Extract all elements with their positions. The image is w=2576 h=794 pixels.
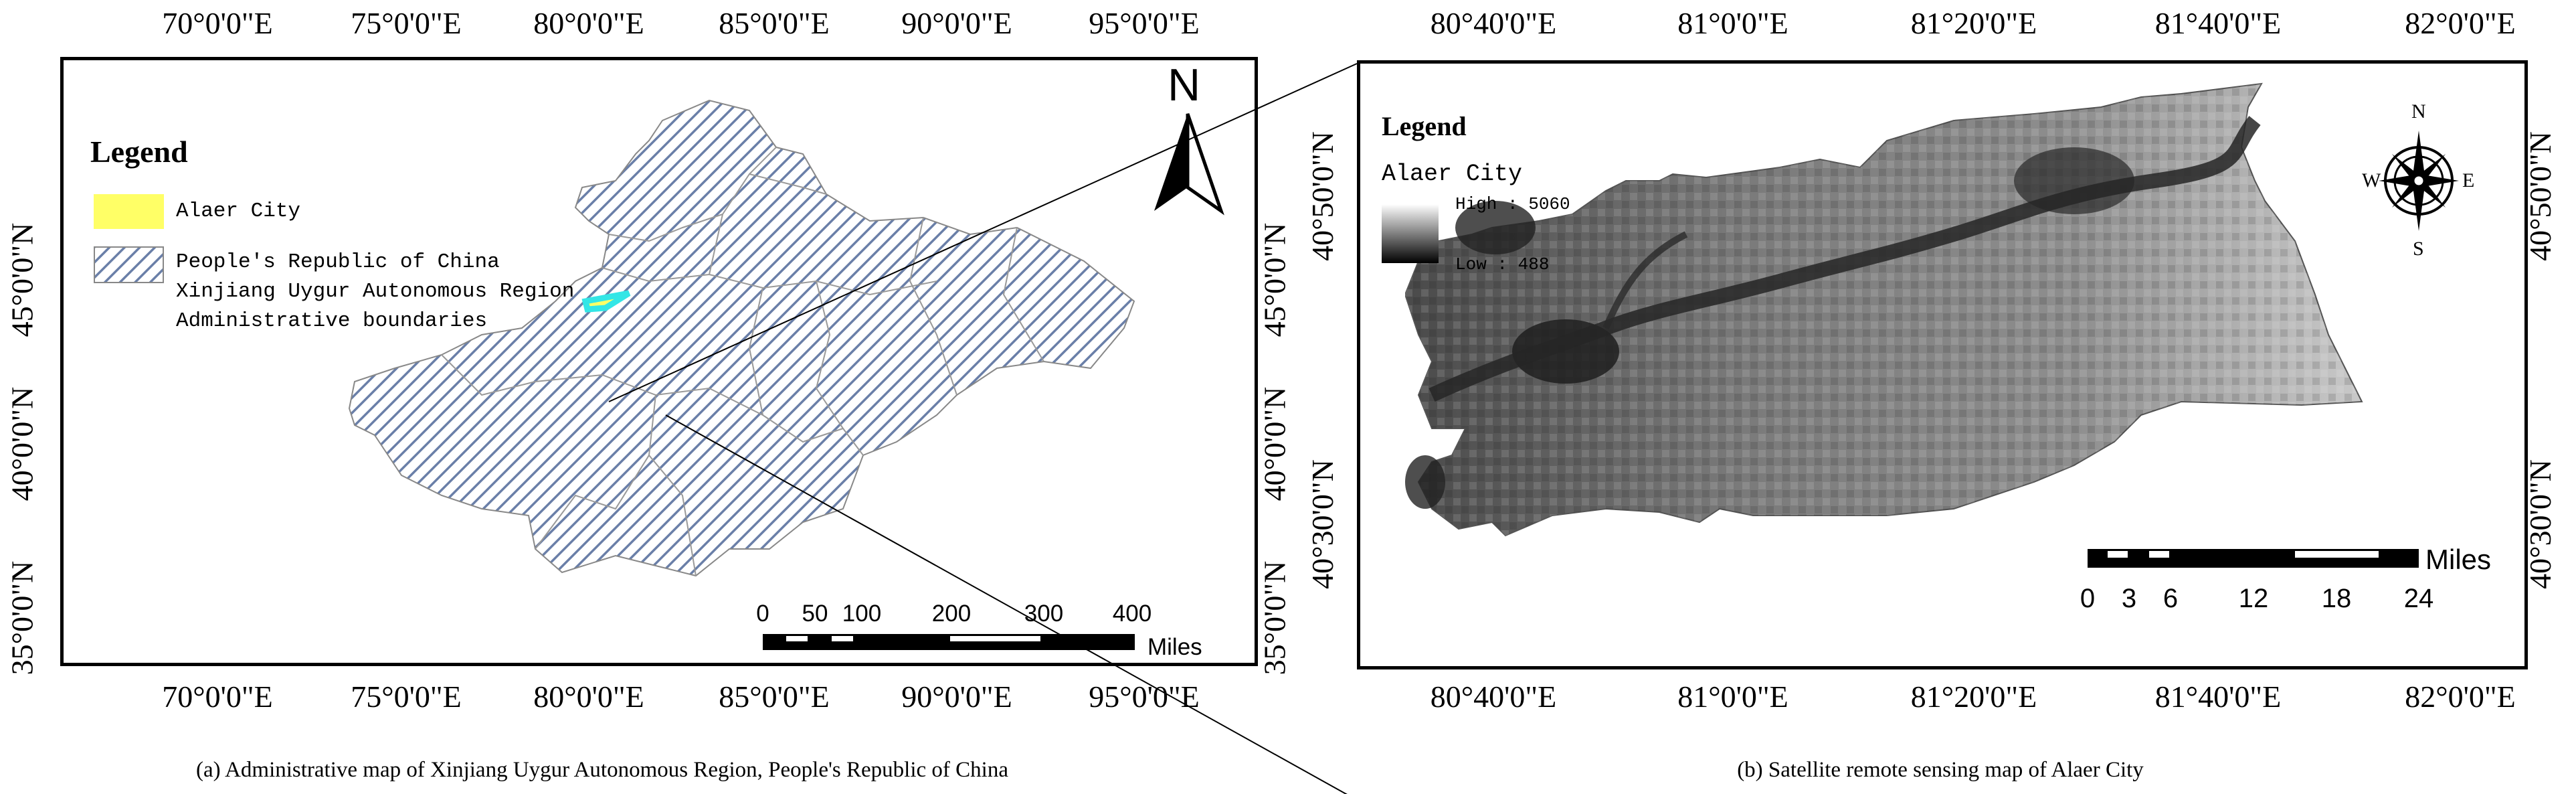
compass-e: E xyxy=(2462,169,2475,191)
legend-line-2: Xinjiang Uygur Autonomous Region xyxy=(176,280,575,303)
compass-n: N xyxy=(2411,100,2426,123)
map-b-bottom-tick: 81°40'0"E xyxy=(2154,680,2282,714)
map-b-bottom-tick: 82°0'0"E xyxy=(2405,680,2516,714)
scale-label: 400 xyxy=(1112,601,1152,627)
scale-label: 200 xyxy=(931,601,972,627)
map-b-legend-title: Legend xyxy=(1382,111,1467,141)
map-a-legend-title: Legend xyxy=(90,135,188,169)
map-a-bottom-tick: 70°0'0"E xyxy=(162,680,273,714)
map-b-top-tick: 82°0'0"E xyxy=(2405,6,2516,40)
scale-b-label: 24 xyxy=(2403,584,2434,613)
scale-b-label: 3 xyxy=(2121,584,2137,613)
dark-patch xyxy=(1455,201,1536,254)
scale-label: 0 xyxy=(756,601,769,627)
map-b-top-tick: 81°40'0"E xyxy=(2154,6,2282,40)
scale-bar-b xyxy=(2088,549,2419,568)
scale-unit: Miles xyxy=(1147,634,1202,660)
north-arrow-icon xyxy=(1154,113,1224,216)
river-branch xyxy=(1602,231,1688,329)
map-a-bottom-tick: 75°0'0"E xyxy=(351,680,462,714)
xinjiang-map xyxy=(348,99,1135,577)
map-a-top-tick: 70°0'0"E xyxy=(162,6,273,40)
map-b-top-tick: 81°20'0"E xyxy=(1910,6,2037,40)
map-b-right-tick: 40°30'0"N xyxy=(2522,459,2557,589)
alaer-swatch xyxy=(94,194,164,229)
xinjiang-region xyxy=(348,99,1135,577)
map-a-frame xyxy=(60,57,1258,666)
map-b-legend-low: Low : 488 xyxy=(1455,254,1550,274)
alaer-satellite-image xyxy=(1405,82,2363,537)
map-b-bottom-tick: 80°40'0"E xyxy=(1430,680,1557,714)
map-a-top-tick: 85°0'0"E xyxy=(719,6,830,40)
caption-b: (b) Satellite remote sensing map of Alae… xyxy=(1737,758,2144,782)
compass-s: S xyxy=(2413,238,2424,260)
scale-label: 50 xyxy=(802,601,828,627)
map-a-legend-item-china: People's Republic of China Xinjiang Uygu… xyxy=(176,248,574,336)
map-b-legend-layer: Alaer City xyxy=(1382,161,1523,187)
legend-line-3: Administrative boundaries xyxy=(176,309,488,333)
map-a-bottom-tick: 85°0'0"E xyxy=(719,680,830,714)
map-b-left-tick: 40°50'0"N xyxy=(1305,131,1340,261)
gradient-ramp xyxy=(1382,204,1439,263)
scale-b-label: 12 xyxy=(2238,584,2269,613)
map-b-frame xyxy=(1357,60,2528,669)
compass-icon xyxy=(2379,131,2459,231)
map-b-top-tick: 80°40'0"E xyxy=(1430,6,1557,40)
map-a-top-tick: 75°0'0"E xyxy=(351,6,462,40)
scale-label: 300 xyxy=(1024,601,1064,627)
map-b-top-tick: 81°0'0"E xyxy=(1677,6,1788,40)
dark-patch xyxy=(1405,455,1445,509)
admin-boundaries xyxy=(441,147,1044,576)
alaer-city-highlight xyxy=(581,290,631,313)
river xyxy=(1429,116,2261,402)
map-b-right-tick: 40°50'0"N xyxy=(2522,131,2557,261)
compass-rose: N S W E xyxy=(2362,100,2476,268)
compass-w: W xyxy=(2362,169,2381,191)
map-a-bottom-tick: 80°0'0"E xyxy=(533,680,644,714)
scale-b-unit: Miles xyxy=(2425,544,2492,575)
scale-b-label: 0 xyxy=(2080,584,2096,613)
north-label: N xyxy=(1168,60,1201,110)
legend-line-1: People's Republic of China xyxy=(176,250,500,274)
scale-b-label: 6 xyxy=(2163,584,2179,613)
map-a-legend-item-alaer: Alaer City xyxy=(176,200,301,223)
scale-label: 100 xyxy=(842,601,882,627)
map-b-legend-high: High : 5060 xyxy=(1455,194,1570,214)
map-b-bottom-tick: 81°0'0"E xyxy=(1677,680,1788,714)
map-a-bottom-tick: 95°0'0"E xyxy=(1089,680,1200,714)
map-b-bottom-tick: 81°20'0"E xyxy=(1910,680,2037,714)
map-a-top-tick: 80°0'0"E xyxy=(533,6,644,40)
map-b-left-tick: 40°30'0"N xyxy=(1305,459,1340,589)
map-a-top-tick: 90°0'0"E xyxy=(901,6,1012,40)
map-a-top-tick: 95°0'0"E xyxy=(1089,6,1200,40)
satellite-land xyxy=(1405,82,2363,537)
caption-a: (a) Administrative map of Xinjiang Uygur… xyxy=(196,758,1008,782)
scale-b-label: 18 xyxy=(2321,584,2352,613)
hatch-swatch xyxy=(94,246,164,283)
map-a-bottom-tick: 90°0'0"E xyxy=(901,680,1012,714)
